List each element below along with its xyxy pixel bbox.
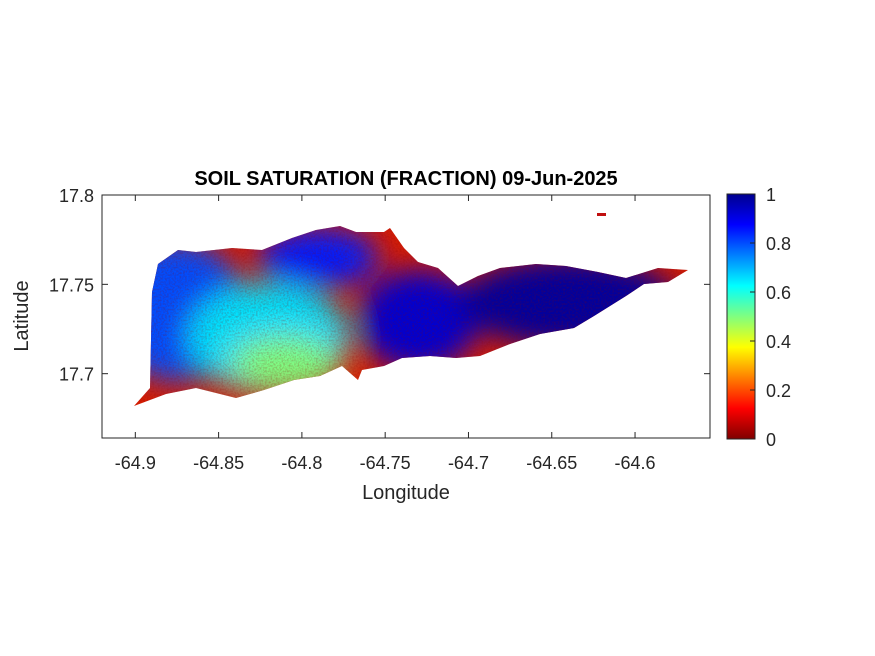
colorbar-ticks: 0 0.2 0.4 0.6 0.8 1 [750, 185, 791, 450]
colorbar-tick-label: 0.6 [766, 283, 791, 303]
colorbar-tick-label: 1 [766, 185, 776, 205]
x-tick-label: -64.65 [526, 453, 577, 473]
y-tick-label: 17.8 [59, 186, 94, 206]
chart-title: SOIL SATURATION (FRACTION) 09-Jun-2025 [194, 168, 617, 190]
x-axis-label: Longitude [362, 482, 450, 504]
x-tick-label: -64.6 [615, 453, 656, 473]
x-axis: -64.9 -64.85 -64.8 -64.75 -64.7 -64.65 -64.6 [115, 195, 656, 473]
y-tick-label: 17.7 [59, 365, 94, 385]
colorbar-tick-label: 0.8 [766, 234, 791, 254]
colorbar-tick-label: 0.4 [766, 332, 791, 352]
colorbar-tick-label: 0 [766, 430, 776, 450]
x-tick-label: -64.8 [281, 453, 322, 473]
x-tick-label: -64.75 [360, 453, 411, 473]
y-axis: 17.7 17.75 17.8 [49, 186, 710, 385]
y-tick-label: 17.75 [49, 275, 94, 295]
x-tick-label: -64.85 [193, 453, 244, 473]
y-axis-label: Latitude [11, 280, 33, 351]
colorbar [726, 193, 756, 440]
colorbar-tick-label: 0.2 [766, 381, 791, 401]
x-tick-label: -64.9 [115, 453, 156, 473]
heatmap-islet [597, 213, 606, 216]
x-tick-label: -64.7 [448, 453, 489, 473]
